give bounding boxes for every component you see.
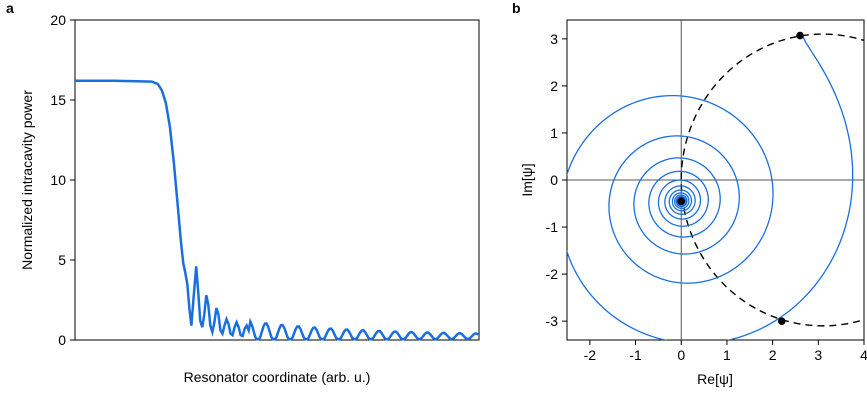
- panel-b-chart: -2 -1 0 1 2 3 4 -3 -2 -1 0 1 2 3 Re[ψ] Im[ψ]: [519, 19, 867, 387]
- panel-b-letter: b: [512, 0, 521, 16]
- panel-a-y-tick-label: 0: [58, 332, 66, 348]
- panel-a-y-ticks: 0 5 10 15 20: [50, 12, 75, 348]
- panel-a-y-axis-label: Normalized intracavity power: [19, 90, 35, 270]
- panel-b-y-tick-label: -3: [546, 313, 559, 329]
- panel-a-y-tick-label: 20: [50, 12, 66, 28]
- panel-b-x-tick-label: 0: [677, 347, 685, 363]
- panel-b-y-axis-label: Im[ψ]: [519, 163, 535, 196]
- panel-b-y-tick-label: -1: [546, 219, 559, 235]
- panel-b-marker-point: [777, 317, 786, 325]
- panel-b-x-tick-label: 1: [723, 347, 731, 363]
- panel-a-power-curve: [75, 79, 479, 341]
- panel-b-x-tick-label: -1: [629, 347, 642, 363]
- panel-b-y-tick-label: 3: [550, 31, 558, 47]
- panel-a-y-tick-label: 15: [50, 92, 66, 108]
- panel-b-y-tick-label: -2: [546, 266, 559, 282]
- panel-a-y-tick-label: 10: [50, 172, 66, 188]
- panel-b-x-tick-label: 3: [814, 347, 822, 363]
- panel-b-x-tick-label: -2: [584, 347, 597, 363]
- panel-b-marker-point: [677, 197, 686, 205]
- panel-b-y-tick-label: 1: [550, 125, 558, 141]
- panel-b-x-tick-label: 2: [769, 347, 777, 363]
- panel-a-y-tick-label: 5: [58, 252, 66, 268]
- panel-b-x-tick-label: 4: [860, 347, 867, 363]
- panel-b-y-tick-label: 2: [550, 78, 558, 94]
- panel-b-spiral-trajectory: [567, 35, 854, 340]
- panel-b-ticks: -2 -1 0 1 2 3 4 -3 -2 -1 0 1 2 3: [546, 31, 867, 363]
- panel-a-letter: a: [6, 0, 14, 16]
- panel-a-frame: [74, 19, 480, 341]
- panel-b-markers: [677, 31, 804, 325]
- panel-b-y-tick-label: 0: [550, 172, 558, 188]
- panel-a-x-axis-label: Resonator coordinate (arb. u.): [184, 369, 371, 385]
- panel-b-x-axis-label: Re[ψ]: [697, 371, 733, 387]
- panel-b-marker-point: [796, 31, 804, 40]
